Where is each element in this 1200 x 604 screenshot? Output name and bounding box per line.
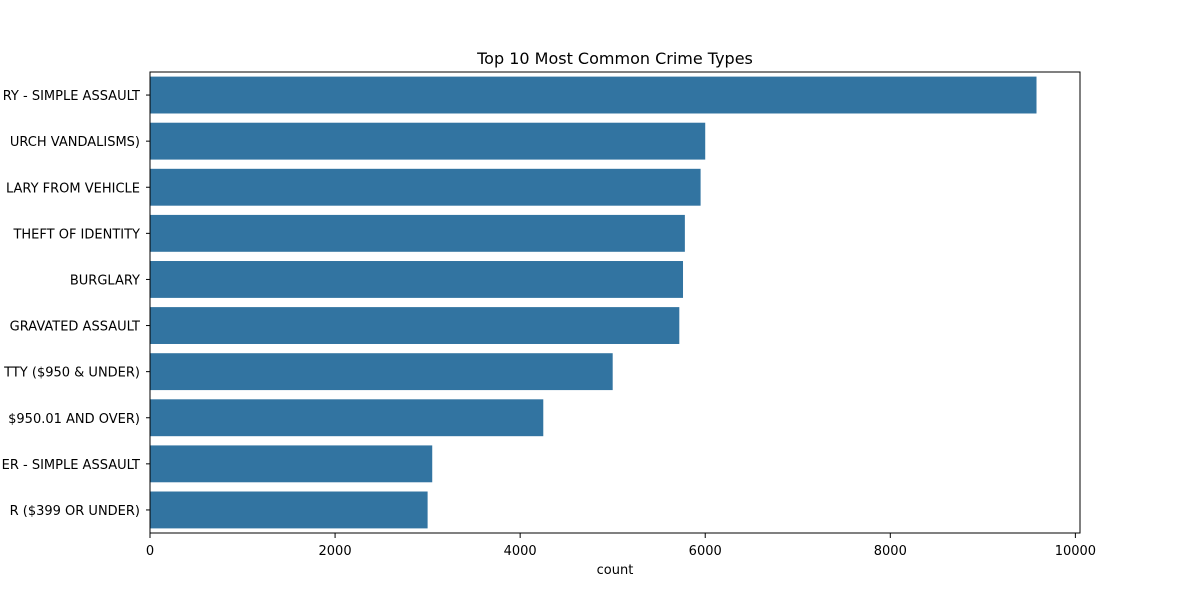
y-tick-label: RY - SIMPLE ASSAULT	[3, 89, 140, 104]
y-tick-label: LARY FROM VEHICLE	[6, 181, 140, 196]
bar-4	[150, 261, 684, 298]
x-tick-label: 8000	[874, 544, 907, 559]
bars-layer	[150, 76, 1037, 529]
x-axis-label: count	[597, 563, 634, 578]
y-tick-label: TTY ($950 & UNDER)	[3, 366, 140, 381]
y-tick-label: R ($399 OR UNDER)	[10, 504, 140, 519]
x-tick-label: 10000	[1055, 544, 1096, 559]
bar-2	[150, 168, 701, 206]
y-tick-labels: RY - SIMPLE ASSAULT URCH VANDALISMS) LARY …	[2, 89, 150, 519]
bar-5	[150, 307, 680, 344]
x-tick-label: 4000	[504, 544, 537, 559]
bar-1	[150, 122, 706, 160]
chart-title: Top 10 Most Common Crime Types	[476, 49, 753, 68]
x-tick-label: 0	[146, 544, 154, 559]
y-tick-label: $950.01 AND OVER)	[8, 412, 140, 427]
bar-8	[150, 445, 433, 483]
y-tick-label: ER - SIMPLE ASSAULT	[2, 458, 140, 473]
x-ticks: 0 2000 4000 6000 8000 10000	[146, 533, 1096, 559]
bar-9	[150, 491, 428, 529]
y-tick-label: THEFT OF IDENTITY	[12, 227, 140, 242]
y-tick-label: BURGLARY	[70, 273, 140, 288]
x-tick-label: 6000	[689, 544, 722, 559]
bar-7	[150, 399, 544, 437]
x-tick-label: 2000	[319, 544, 352, 559]
y-tick-label: GRAVATED ASSAULT	[10, 320, 140, 335]
bar-0	[150, 76, 1037, 114]
plot-frame	[149, 71, 1081, 534]
bar-6	[150, 353, 613, 391]
bar-3	[150, 214, 685, 252]
y-tick-label: URCH VANDALISMS)	[10, 135, 140, 150]
